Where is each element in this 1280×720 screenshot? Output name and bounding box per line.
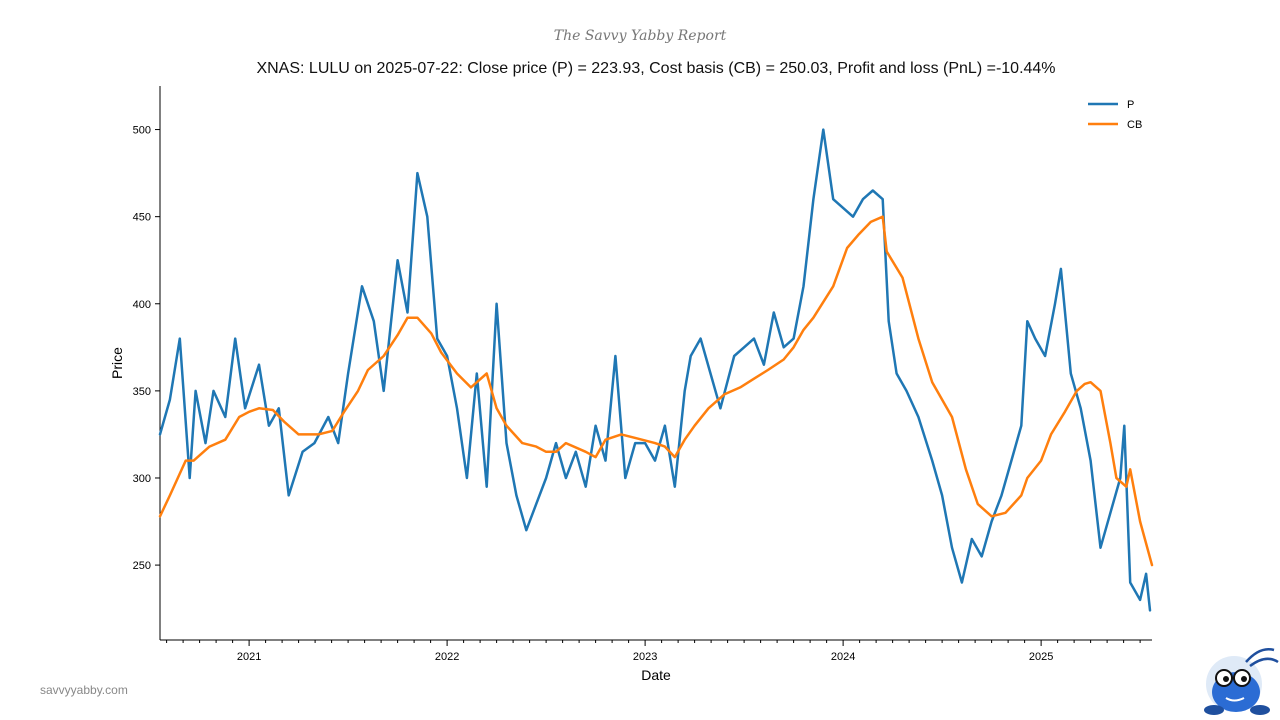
website-link[interactable]: savvyyabby.com <box>40 683 128 697</box>
series-layer <box>158 128 1154 612</box>
y-tick-label: 350 <box>133 386 151 398</box>
x-tick-label: 2023 <box>633 651 657 663</box>
brand-header: The Savvy Yabby Report <box>553 28 727 44</box>
series-line-cb <box>158 215 1154 567</box>
x-tick-label: 2025 <box>1029 651 1053 663</box>
x-tick-label: 2022 <box>435 651 459 663</box>
legend[interactable]: P CB <box>1088 99 1142 131</box>
legend-label-p: P <box>1127 99 1134 111</box>
y-tick-label: 300 <box>133 473 151 485</box>
y-tick-label: 450 <box>133 212 151 224</box>
y-axis-label: Price <box>109 347 125 379</box>
chart-title: XNAS: LULU on 2025-07-22: Close price (P… <box>256 60 1056 77</box>
y-tick-label: 500 <box>133 125 151 137</box>
legend-label-cb: CB <box>1127 119 1142 131</box>
x-tick-label: 2024 <box>831 651 855 663</box>
yabby-mascot-icon <box>1204 648 1279 715</box>
series-line-p <box>158 128 1152 612</box>
x-tick-label: 2021 <box>237 651 261 663</box>
y-tick-label: 250 <box>133 560 151 572</box>
axes: 250 300 350 400 450 500 2021 2022 2023 2024 2025 Da… <box>109 86 1152 683</box>
y-tick-label: 400 <box>133 299 151 311</box>
x-axis-label: Date <box>641 667 671 683</box>
